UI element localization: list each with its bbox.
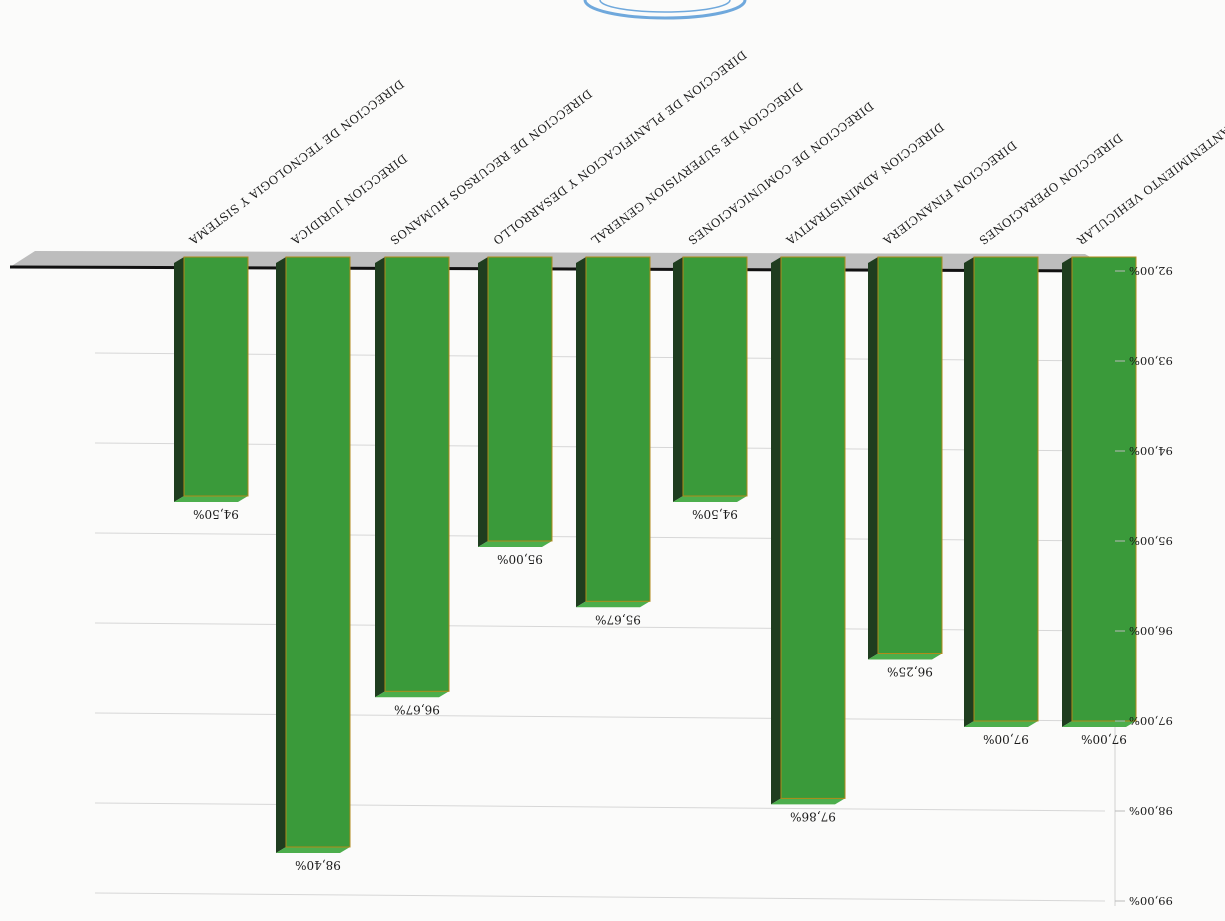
- bars-group: 97,00% 97,00% 96,25% 97,86% 94,50% 95,67% 95,0…: [174, 256, 1137, 872]
- gridline: [94, 892, 1106, 902]
- tick-label: 98,00%: [1129, 804, 1173, 818]
- tick-label: 97,00%: [1129, 714, 1173, 728]
- gridline: [94, 712, 1106, 722]
- tick-label: 92,00%: [1129, 264, 1173, 278]
- category-label: DIRECCION DE TECNOLOGIA Y SISTEMA: [186, 77, 407, 248]
- tick-label: 99,00%: [1129, 894, 1173, 908]
- y-axis-ticks: 92,00% 93,00% 94,00% 95,00% 96,00% 97,00% 98,0…: [1115, 264, 1173, 908]
- data-label: 96,25%: [887, 665, 933, 679]
- data-label: 97,86%: [790, 809, 836, 823]
- bar-side: [174, 257, 184, 502]
- bar-top: [771, 798, 845, 805]
- tick-label: 94,00%: [1129, 444, 1173, 458]
- bar: [384, 256, 450, 692]
- category-label: DIRECCION DE RECURSOS HUMANOS: [387, 87, 594, 248]
- rotated-chart-group: 97,00%97,00%96,25%97,86%94,50%95,67%95,0…: [9, 48, 1225, 908]
- category-label: DIRECCION DE COMUNICACIONES: [685, 99, 876, 248]
- bar: [877, 256, 943, 654]
- data-label: 95,67%: [595, 612, 641, 626]
- bar-top: [174, 496, 248, 502]
- bar-side: [964, 257, 974, 727]
- bar-side: [478, 257, 488, 547]
- bar-side: [375, 257, 385, 698]
- stamp-seal: [583, 0, 747, 20]
- bar-top: [868, 653, 942, 660]
- bar-top: [673, 496, 747, 502]
- bar-side: [673, 257, 683, 502]
- data-label: 97,00%: [983, 732, 1029, 746]
- bar: [973, 256, 1039, 722]
- bar: [1071, 256, 1137, 722]
- data-label: 96,67%: [394, 702, 440, 716]
- bar-top: [1062, 721, 1136, 727]
- bar-top: [375, 691, 449, 698]
- category-label: DIRECCION DE SUPERVISION GENERAL: [588, 79, 805, 247]
- tick-label: 96,00%: [1129, 624, 1173, 638]
- bar-top: [576, 601, 650, 608]
- bar: [780, 256, 846, 799]
- bar-top: [478, 541, 552, 547]
- category-label: DIRECCION ADMINISTRATIVA: [783, 120, 947, 248]
- bar-side: [276, 257, 286, 853]
- bar: [285, 256, 351, 848]
- gridline: [94, 802, 1106, 812]
- bar: [585, 256, 651, 602]
- data-label: 97,00%: [1081, 732, 1127, 746]
- category-labels: DIRECCION DE MANTENIMIENTO VEHICULARDIRE…: [186, 48, 1225, 248]
- bar-top: [964, 721, 1038, 727]
- bar-top: [276, 847, 350, 853]
- bar: [487, 256, 553, 542]
- bar: [682, 256, 748, 497]
- bar-side: [1062, 257, 1072, 727]
- bar-side: [868, 257, 878, 660]
- bar-side: [771, 257, 781, 805]
- data-label: 95,00%: [497, 552, 543, 566]
- bar-side: [576, 257, 586, 608]
- data-label: 94,50%: [193, 507, 239, 521]
- tick-label: 95,00%: [1129, 534, 1173, 548]
- data-label: 94,50%: [692, 507, 738, 521]
- data-label: 98,40%: [295, 858, 341, 872]
- bar: [183, 256, 249, 497]
- tick-label: 93,00%: [1129, 354, 1173, 368]
